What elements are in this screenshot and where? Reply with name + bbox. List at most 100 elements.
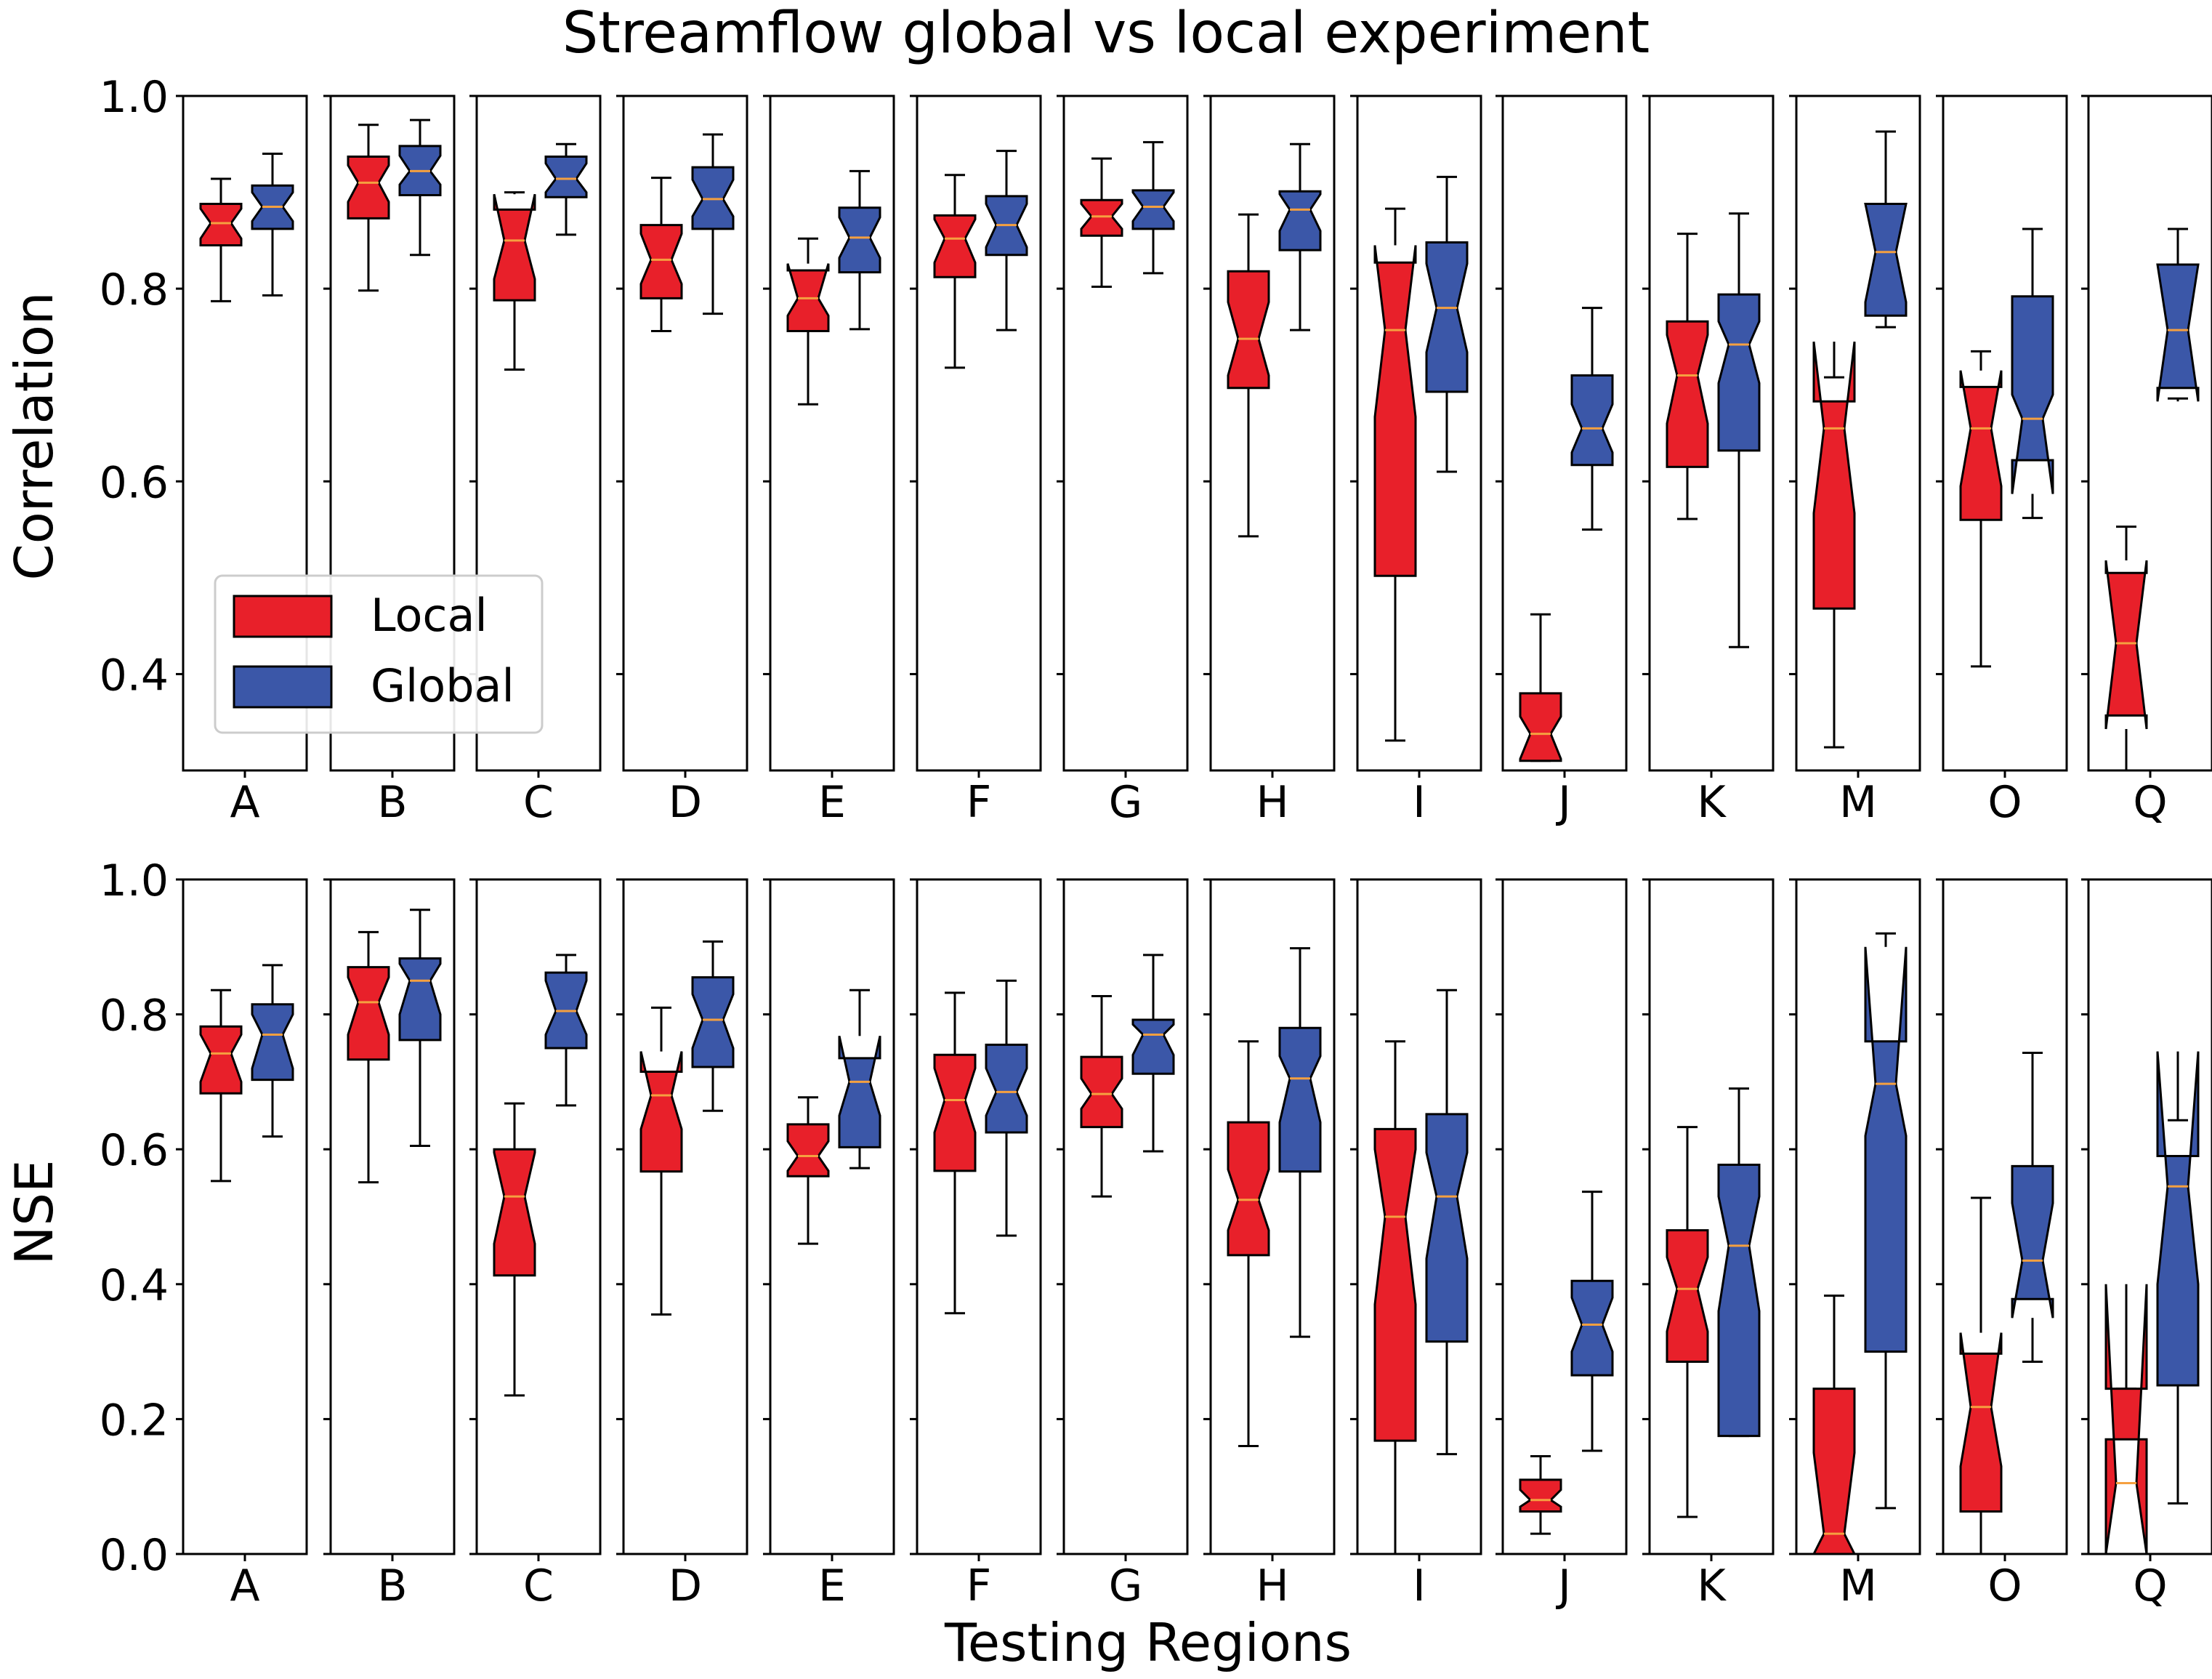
global-box [2011, 1164, 2054, 1318]
panel-corr-G: G [1057, 94, 1189, 828]
legend-swatch-local [233, 595, 333, 638]
local-box [786, 1123, 830, 1177]
panel-corr-J: J [1495, 94, 1628, 828]
global-box [1131, 1018, 1175, 1075]
y-tick-label-nse-4: 0.8 [100, 991, 169, 1042]
local-box [1373, 1127, 1417, 1442]
local-box [1080, 198, 1123, 237]
box-group [1959, 1051, 2054, 1554]
x-tick-label-D: D [669, 777, 702, 828]
y-tick-label-corr-0: 0.4 [100, 650, 169, 701]
local-box [1227, 270, 1270, 390]
local-box [347, 156, 390, 220]
x-tick-label-I: I [1413, 1561, 1426, 1611]
box-group [1080, 141, 1175, 288]
local-box [1959, 1332, 2003, 1513]
y-tick-label-nse-0: 0.0 [100, 1530, 169, 1581]
x-tick-label-M: M [1839, 777, 1877, 828]
x-tick-label-E: E [818, 777, 846, 828]
box-group [1373, 989, 1469, 1554]
local-box [933, 1053, 977, 1172]
y-tick-label-nse-1: 0.2 [100, 1395, 169, 1446]
box-group [1812, 932, 1908, 1554]
box-group [2104, 1051, 2200, 1554]
x-tick-label-A: A [230, 777, 259, 828]
local-box [199, 1025, 243, 1095]
global-box [398, 957, 442, 1042]
panel-nse-C: C [469, 878, 602, 1611]
global-box [1864, 946, 1908, 1353]
legend: Local Global [214, 574, 544, 734]
y-axis-label-correlation: Correlation [4, 291, 65, 580]
local-box [2104, 1284, 2148, 1554]
panel-frame [2087, 94, 2212, 772]
legend-label-global: Global [371, 659, 514, 712]
local-box [639, 1051, 683, 1173]
local-box [1666, 320, 1709, 468]
panel-frame [1501, 94, 1628, 772]
panel-nse-Q: Q [2081, 878, 2212, 1611]
x-tick-label-B: B [377, 777, 407, 828]
box-group [933, 979, 1028, 1315]
local-box [1666, 1229, 1709, 1363]
local-box [2104, 560, 2148, 730]
x-tick-label-J: J [1555, 1561, 1571, 1611]
local-box [639, 224, 683, 299]
local-box [1812, 341, 1856, 610]
x-tick-label-F: F [966, 1561, 992, 1611]
panel-frame [622, 94, 748, 772]
global-box [1278, 1026, 1322, 1173]
panel-corr-Q: Q [2081, 94, 2212, 828]
local-box [1519, 1478, 1562, 1513]
global-box [544, 156, 588, 198]
panel-corr-O: O [1936, 94, 2068, 828]
panel-nse-I: I [1350, 878, 1482, 1611]
x-tick-label-I: I [1413, 777, 1426, 828]
panel-corr-F: F [910, 94, 1042, 828]
x-tick-label-D: D [669, 1561, 702, 1611]
panel-nse-G: G [1057, 878, 1189, 1611]
panel-frame [1356, 878, 1482, 1555]
panel-frame [916, 94, 1042, 772]
x-tick-label-Q: Q [2133, 1561, 2167, 1611]
panel-nse-K: K [1642, 878, 1775, 1611]
local-box [1519, 692, 1562, 762]
local-box [199, 203, 243, 246]
box-group [347, 909, 442, 1184]
legend-swatch-global [233, 665, 333, 709]
box-group [493, 142, 588, 371]
box-group [1227, 142, 1322, 538]
panel-frame [182, 878, 308, 1555]
global-box [1425, 241, 1469, 393]
x-tick-label-G: G [1109, 777, 1143, 828]
panel-frame [1209, 878, 1336, 1555]
global-box [838, 1035, 881, 1148]
global-box [1570, 374, 1614, 467]
global-box [1278, 190, 1322, 251]
x-axis-label: Testing Regions [944, 1612, 1352, 1673]
panel-nse-D: D [616, 878, 748, 1611]
y-tick-label-corr-3: 1.0 [100, 72, 169, 123]
panel-frame [769, 878, 895, 1555]
chart-title: Streamflow global vs local experiment [562, 1, 1650, 66]
correlation-panel-row: Correlation 0.4 0.6 0.8 1.0 A B C D E F G H I J K M O Q [4, 72, 2212, 828]
panel-corr-D: D [616, 94, 748, 828]
panel-nse-H: H [1203, 878, 1336, 1611]
panel-corr-I: I [1350, 94, 1482, 828]
x-tick-label-H: H [1256, 777, 1288, 828]
box-group [2104, 228, 2200, 770]
y-axis-label-nse: NSE [4, 1159, 65, 1265]
box-group [1666, 212, 1761, 648]
y-tick-label-nse-2: 0.4 [100, 1260, 169, 1311]
global-box [1717, 293, 1761, 452]
global-box [838, 206, 881, 274]
box-group [786, 169, 881, 406]
local-box [1812, 1388, 1856, 1554]
x-tick-label-B: B [377, 1561, 407, 1611]
global-box [1864, 203, 1908, 317]
y-tick-label-corr-1: 0.6 [100, 457, 169, 508]
x-tick-label-F: F [966, 777, 992, 828]
global-box [985, 1043, 1028, 1134]
global-box [1425, 1113, 1469, 1343]
x-tick-label-E: E [818, 1561, 846, 1611]
